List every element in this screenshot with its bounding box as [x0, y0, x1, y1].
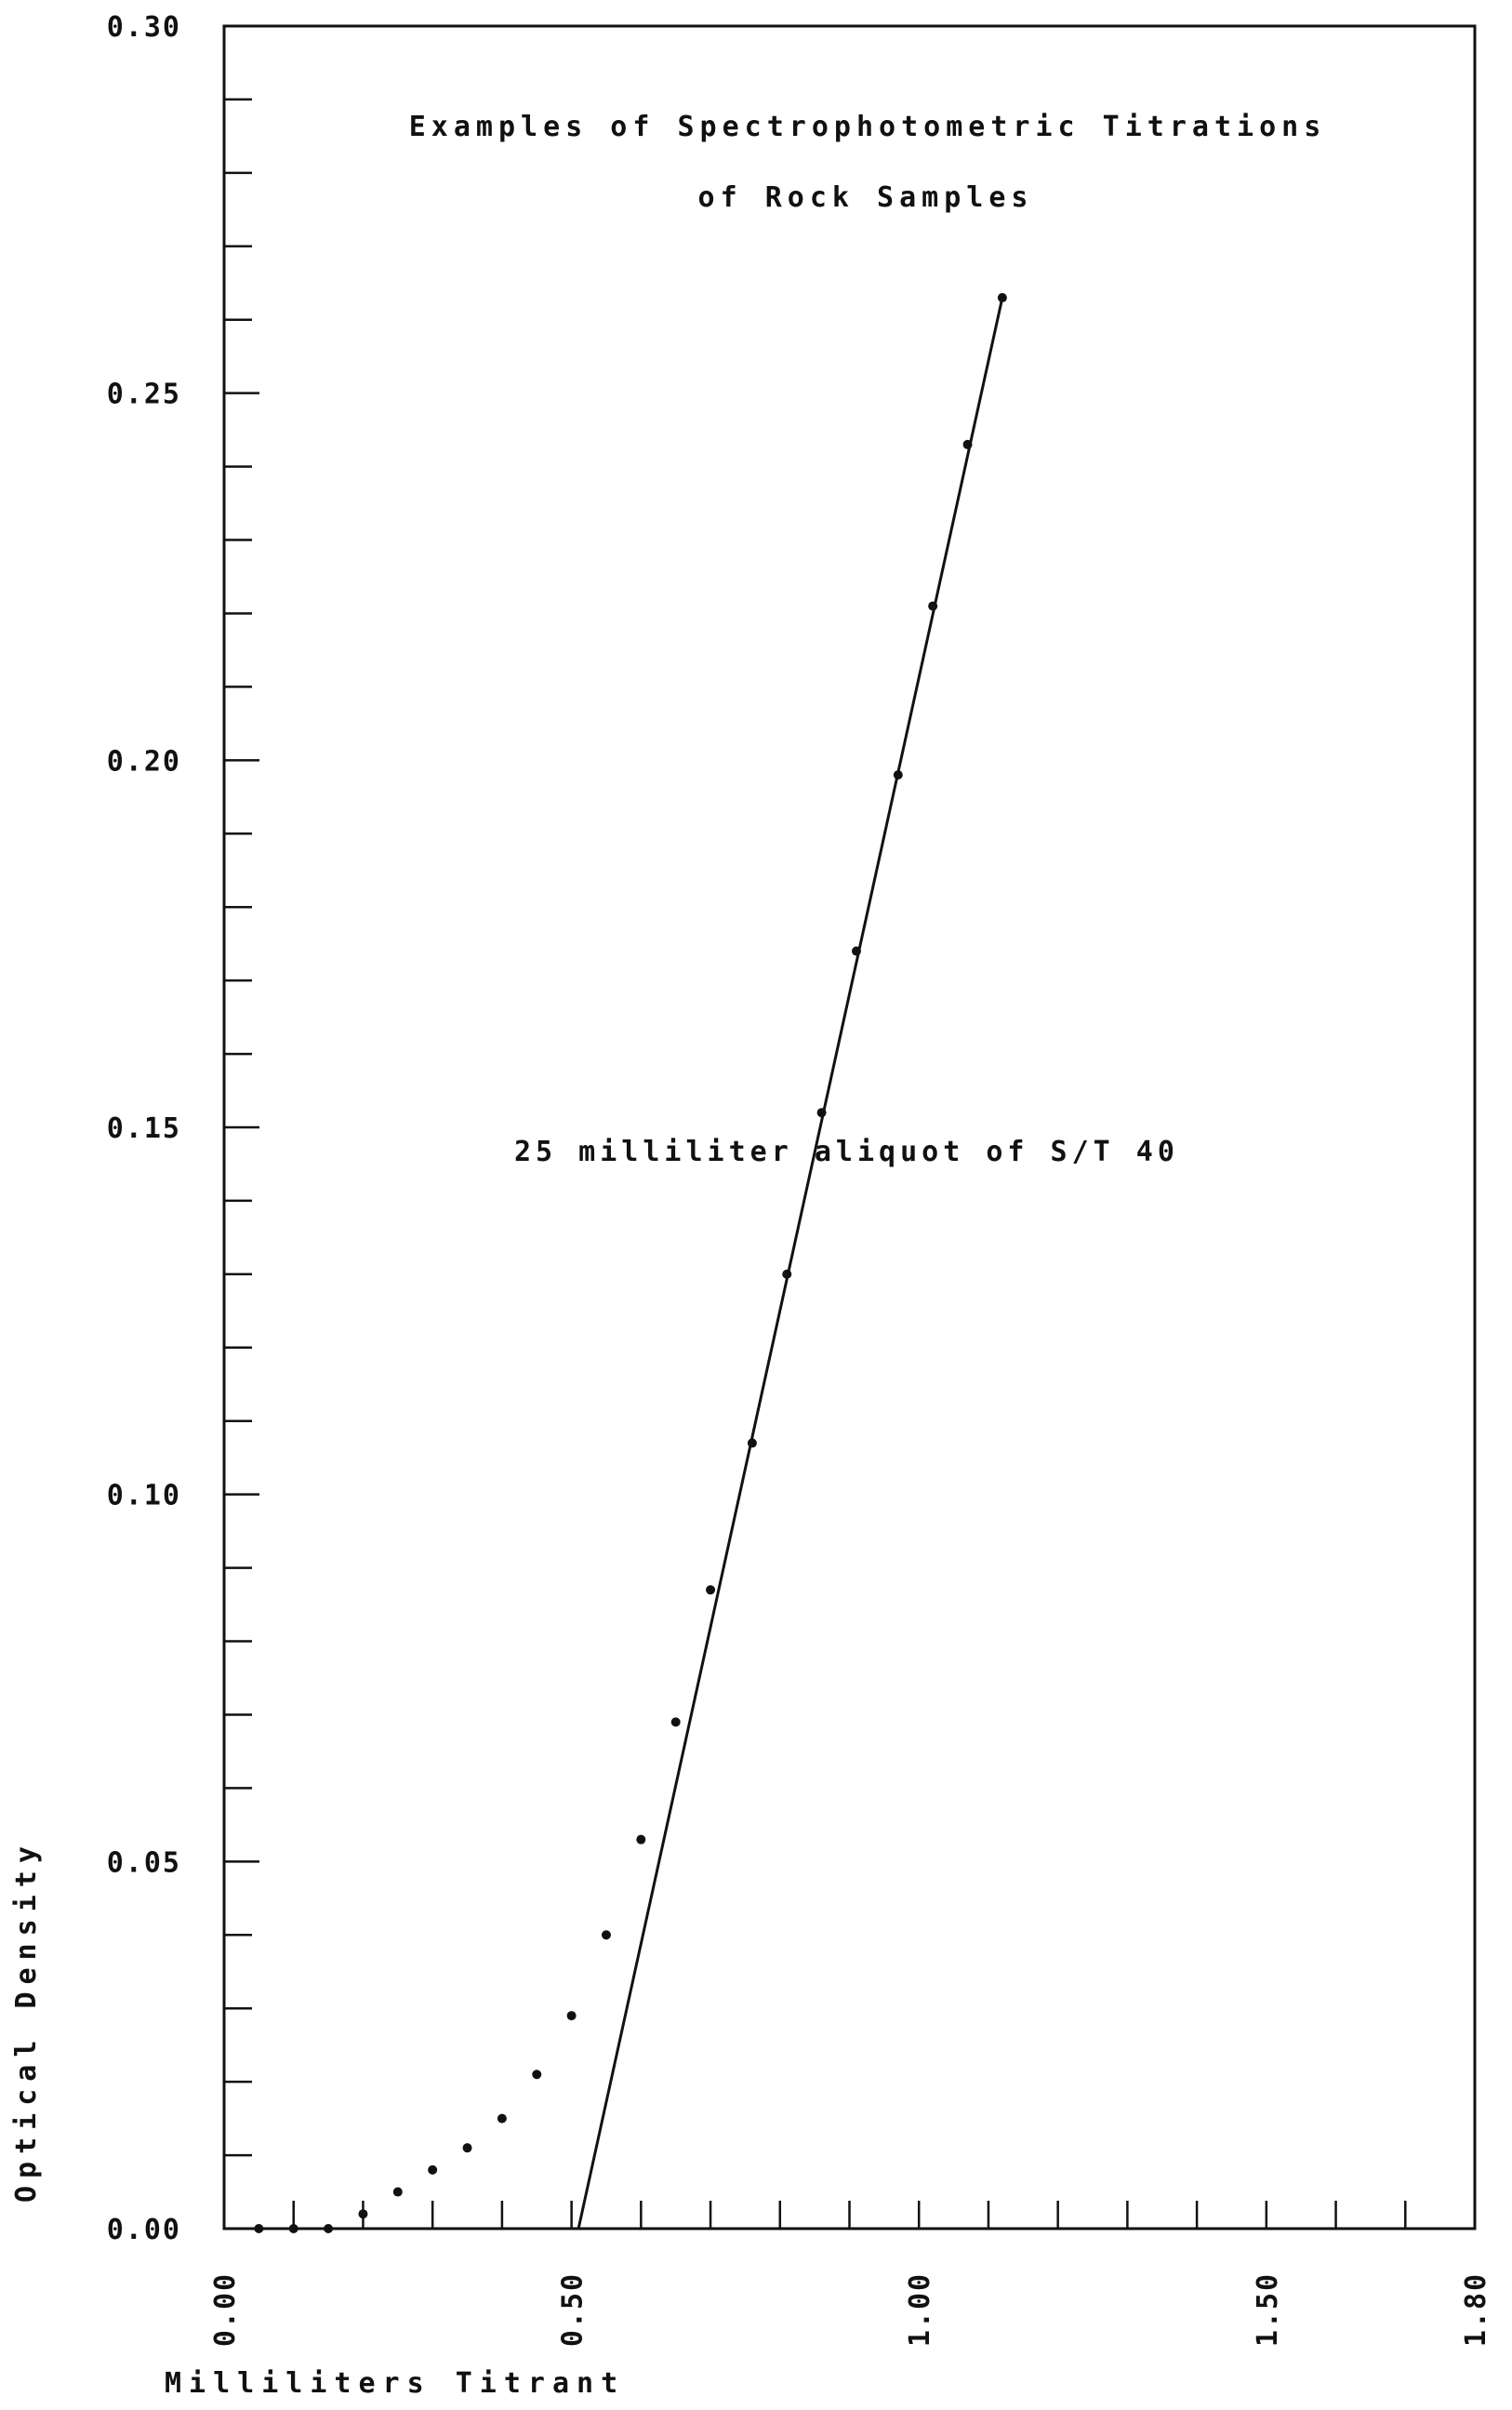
data-point [324, 2224, 334, 2233]
data-point [601, 1930, 611, 1940]
plot-frame [222, 24, 1477, 2230]
y-tick-label: 0.15 [107, 1112, 181, 1145]
x-tick-label: 0.50 [557, 2272, 590, 2347]
data-point [254, 2224, 264, 2233]
x-axis-label: Milliliters Titrant [165, 2367, 625, 2400]
data-point [288, 2224, 298, 2233]
data-point [392, 2187, 403, 2197]
x-tick-label: 1.80 [1460, 2272, 1492, 2347]
data-point [670, 1717, 681, 1727]
data-point [816, 1108, 827, 1118]
y-tick-label: 0.10 [107, 1480, 181, 1512]
data-point [928, 601, 938, 611]
data-point [893, 770, 903, 780]
y-tick-label: 0.25 [107, 379, 181, 411]
data-point [636, 1834, 646, 1844]
data-point [566, 2011, 577, 2021]
y-tick-label: 0.20 [107, 745, 181, 778]
x-tick-label: 1.50 [1252, 2272, 1284, 2347]
data-point [462, 2143, 472, 2153]
annotation-label: 25 milliliter aliquot of S/T 40 [514, 1136, 1179, 1168]
y-axis-label: Optical Density [10, 1839, 43, 2203]
titration-fit-line [577, 297, 1004, 2230]
x-tick-label: 1.00 [904, 2272, 936, 2347]
data-point [532, 2070, 542, 2080]
data-point [962, 439, 973, 449]
y-tick-label: 0.05 [107, 1846, 181, 1879]
data-point [851, 946, 861, 956]
data-point [997, 293, 1007, 303]
data-point [747, 1438, 757, 1448]
data-point [497, 2113, 507, 2124]
chart-title-line-1: Examples of Spectrophotometric Titration… [409, 111, 1327, 143]
y-tick-label: 0.00 [107, 2214, 181, 2246]
data-point [428, 2164, 438, 2175]
data-point [782, 1269, 792, 1279]
data-point [706, 1585, 716, 1595]
y-tick-label: 0.30 [107, 11, 181, 44]
x-tick-label: 0.00 [209, 2272, 242, 2347]
data-point [358, 2209, 368, 2219]
chart-title-line-2: of Rock Samples [698, 181, 1034, 214]
